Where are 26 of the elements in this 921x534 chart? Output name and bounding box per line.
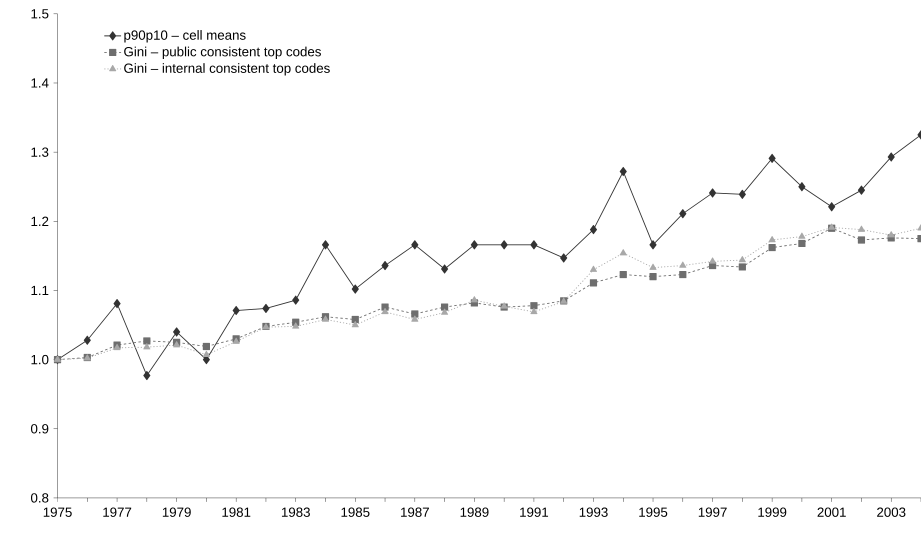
y-tick-label: 1.4 xyxy=(31,78,49,88)
x-tick-label: 1975 xyxy=(44,507,72,517)
y-tick-label: 1.3 xyxy=(31,147,48,157)
y-tick-label: 1.5 xyxy=(31,8,48,18)
y-tick-label: 1.0 xyxy=(31,354,48,364)
x-tick-label: 1987 xyxy=(401,507,429,517)
y-tick-label: 0.8 xyxy=(31,492,48,502)
y-tick-label: 1.2 xyxy=(31,216,48,226)
x-tick-label: 1989 xyxy=(460,507,489,517)
x-tick-label: 1999 xyxy=(758,507,786,517)
x-tick-label: 1977 xyxy=(103,507,132,517)
legend-label: Gini – internal consistent top codes xyxy=(124,62,330,76)
x-tick-label: 2003 xyxy=(877,507,906,517)
x-tick-label: 1981 xyxy=(222,507,250,517)
x-tick-label: 2001 xyxy=(818,507,846,517)
x-tick-label: 1995 xyxy=(639,507,668,517)
x-tick-label: 1979 xyxy=(162,507,191,517)
x-tick-label: 1993 xyxy=(580,507,608,517)
x-tick-label: 1991 xyxy=(520,507,548,517)
x-tick-label: 1985 xyxy=(342,507,370,517)
legend-label: Gini – public consistent top codes xyxy=(124,46,321,59)
legend-label: p90p10 – cell means xyxy=(124,30,246,42)
y-tick-label: 1.1 xyxy=(31,286,48,295)
x-tick-label: 1983 xyxy=(282,507,310,517)
y-tick-label: 0.9 xyxy=(31,424,48,434)
x-tick-label: 1997 xyxy=(698,507,727,517)
